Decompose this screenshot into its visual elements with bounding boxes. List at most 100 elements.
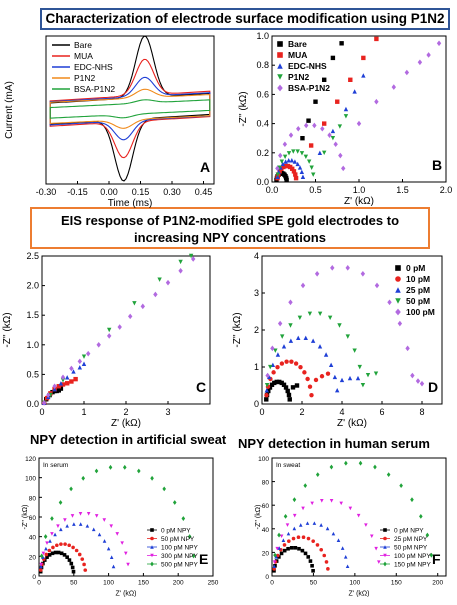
data-point [272,380,277,386]
data-point [285,163,291,169]
data-point [264,387,269,393]
data-point [91,527,96,532]
y-tick-label: 1 [254,362,259,372]
data-point [266,374,272,380]
data-point [322,121,327,126]
data-point [311,539,315,543]
data-point [117,324,122,330]
data-point [277,165,282,170]
y-tick-label: 20 [29,554,37,561]
y-tick-label: 4 [254,251,259,261]
data-point [77,358,82,365]
data-point [374,282,380,289]
data-point [282,543,287,547]
x-tick-label: 50 [70,580,78,587]
data-point [299,169,305,175]
data-point [280,161,286,167]
data-point [187,534,192,539]
data-point [69,379,74,384]
data-point [297,315,303,320]
data-point [273,563,277,568]
data-point [140,303,145,310]
data-point [419,380,425,387]
data-point [328,362,334,368]
data-point [356,513,361,518]
y-tick-label: 40 [29,535,37,542]
data-point [70,565,75,570]
y-tick-label: 0.4 [256,119,269,129]
data-point [327,315,333,320]
data-point [277,169,282,174]
legend-swatch [395,265,401,271]
data-point [39,562,43,567]
data-point [272,568,276,573]
data-point [292,159,298,164]
legend-swatch [277,41,283,47]
y-axis-label: -Z'' (kΩ) [232,312,243,347]
legend-label: 25 pM NPY [394,536,428,543]
legend-label: Bare [74,40,92,50]
data-point [300,174,306,179]
data-point [115,532,120,536]
data-point [303,122,309,129]
data-point [108,464,113,470]
data-point [56,524,60,528]
data-point [319,547,324,552]
data-point [53,532,57,537]
legend-label: EDC-NHS [74,62,113,72]
data-point [306,536,311,541]
data-point [312,122,317,129]
data-point [281,538,286,543]
data-point [290,166,295,171]
data-point [44,546,48,551]
data-point [288,338,294,343]
data-point [72,522,76,526]
data-point [329,464,334,470]
data-point [283,159,288,164]
data-point [364,523,368,527]
data-point [309,165,314,170]
data-point [41,551,46,556]
data-point [80,557,85,561]
data-point [310,338,316,343]
data-point [295,161,300,167]
x-tick-label: 0.5 [309,185,322,195]
data-point [347,375,353,381]
data-point [48,539,52,543]
data-point [94,468,99,474]
data-point [405,345,410,352]
legend-label: 10 pM [406,274,430,284]
y-tick-label: 100 [25,476,36,483]
data-point [345,564,350,569]
x-tick-label: 1 [81,407,86,417]
data-point [307,384,313,389]
data-point [172,500,177,505]
x-tick-label: -0.30 [36,187,57,197]
x-axis-label: Z' (kΩ) [116,591,137,598]
data-point [335,387,340,393]
data-point [78,522,83,526]
data-point [308,559,313,563]
data-point [298,523,303,527]
data-point [319,374,325,379]
data-point [128,313,133,320]
x-tick-label: 0 [37,580,41,587]
data-point [343,114,349,119]
data-point [102,518,107,522]
data-point [109,555,114,559]
x-axis-label: Z' (kΩ) [344,196,374,207]
x-tick-label: 150 [391,580,402,587]
data-point [59,542,63,546]
data-point [65,555,69,559]
data-point [293,361,299,366]
y-tick-label: 60 [29,515,37,522]
data-point [56,384,61,389]
data-point [46,392,51,398]
data-point [317,150,323,155]
x-tick-label: 100 [103,580,114,587]
data-point [289,546,294,550]
data-point [294,383,300,388]
data-point [285,523,290,527]
data-point [275,172,280,177]
legend-label: 150 pM NPY [394,562,432,569]
